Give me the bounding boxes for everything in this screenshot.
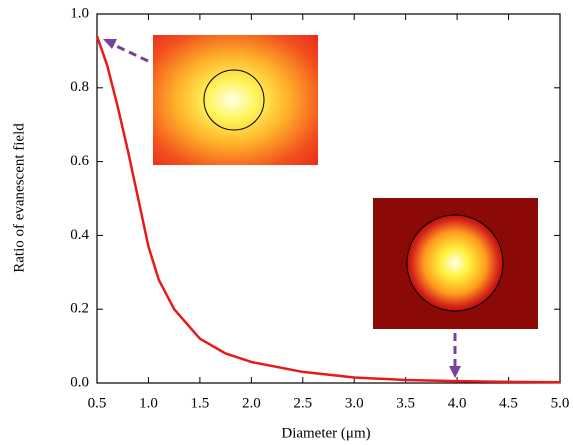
x-axis-label: Diameter (μm) bbox=[281, 425, 370, 441]
x-tick-label: 0.5 bbox=[88, 395, 107, 411]
y-tick-label: 0.2 bbox=[70, 301, 89, 317]
x-tick-label: 4.0 bbox=[448, 395, 467, 411]
y-tick-label: 0.0 bbox=[70, 374, 89, 390]
x-tick-label: 2.0 bbox=[242, 395, 261, 411]
x-tick-label: 4.5 bbox=[499, 395, 518, 411]
inset-large-fiber bbox=[373, 198, 538, 329]
data-line bbox=[95, 35, 561, 384]
x-tick-label: 5.0 bbox=[551, 395, 570, 411]
x-tick-label: 1.0 bbox=[139, 395, 158, 411]
x-tick-label: 3.0 bbox=[345, 395, 364, 411]
y-tick-label: 0.8 bbox=[70, 79, 89, 95]
plot-frame bbox=[96, 13, 561, 384]
y-tick-label: 0.6 bbox=[70, 153, 89, 169]
y-tick-label: 0.4 bbox=[70, 227, 89, 243]
x-tick-label: 3.5 bbox=[396, 395, 415, 411]
arrows bbox=[103, 39, 461, 378]
x-tick-label: 2.5 bbox=[293, 395, 312, 411]
x-tick-label: 1.5 bbox=[191, 395, 210, 411]
inset-small-fiber bbox=[153, 35, 318, 165]
y-axis-label: Ratio of evanescent field bbox=[11, 123, 27, 273]
y-tick-label: 1.0 bbox=[70, 5, 89, 21]
